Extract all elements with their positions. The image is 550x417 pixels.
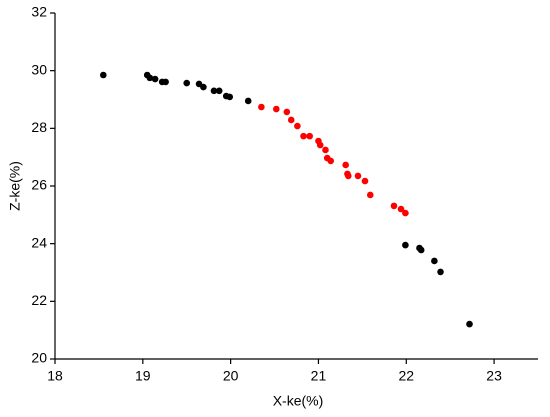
y-axis-title: Z-ke(%) <box>7 161 23 211</box>
point <box>431 257 438 265</box>
point <box>366 191 374 199</box>
point <box>294 122 301 130</box>
x-tick-label: 19 <box>135 368 151 384</box>
x-tick-label: 23 <box>486 368 502 384</box>
point <box>287 116 295 124</box>
x-tick-label: 18 <box>47 368 63 384</box>
point <box>397 205 405 213</box>
point <box>100 71 107 79</box>
point <box>306 132 313 140</box>
point <box>162 78 169 86</box>
point <box>466 320 473 328</box>
point <box>210 87 218 95</box>
point <box>183 79 191 87</box>
y-tick-label: 28 <box>31 119 47 135</box>
point <box>273 105 280 113</box>
y-tick-label: 32 <box>31 4 47 20</box>
y-tick-label: 20 <box>31 350 47 366</box>
point <box>200 83 207 91</box>
point <box>390 202 398 210</box>
point <box>151 75 159 83</box>
point <box>402 241 409 249</box>
point <box>322 146 329 154</box>
point <box>361 177 369 185</box>
x-tick-label: 21 <box>311 368 327 384</box>
point <box>258 103 265 111</box>
x-axis-title: X-ke(%) <box>273 393 324 409</box>
point <box>316 141 324 149</box>
x-tick-label: 22 <box>398 368 414 384</box>
y-tick-label: 22 <box>31 292 47 308</box>
point <box>437 268 444 276</box>
point <box>417 246 425 254</box>
point <box>226 93 234 101</box>
point <box>402 209 409 217</box>
y-tick-label: 24 <box>31 234 47 250</box>
point <box>283 108 291 116</box>
point <box>146 74 154 82</box>
point <box>244 97 252 105</box>
y-tick-label: 26 <box>31 177 47 193</box>
point <box>215 87 223 95</box>
point <box>300 132 307 140</box>
x-tick-label: 20 <box>223 368 239 384</box>
point <box>345 172 352 180</box>
point <box>342 161 349 169</box>
point <box>354 172 362 180</box>
y-tick-label: 30 <box>31 61 47 77</box>
point <box>327 157 335 165</box>
